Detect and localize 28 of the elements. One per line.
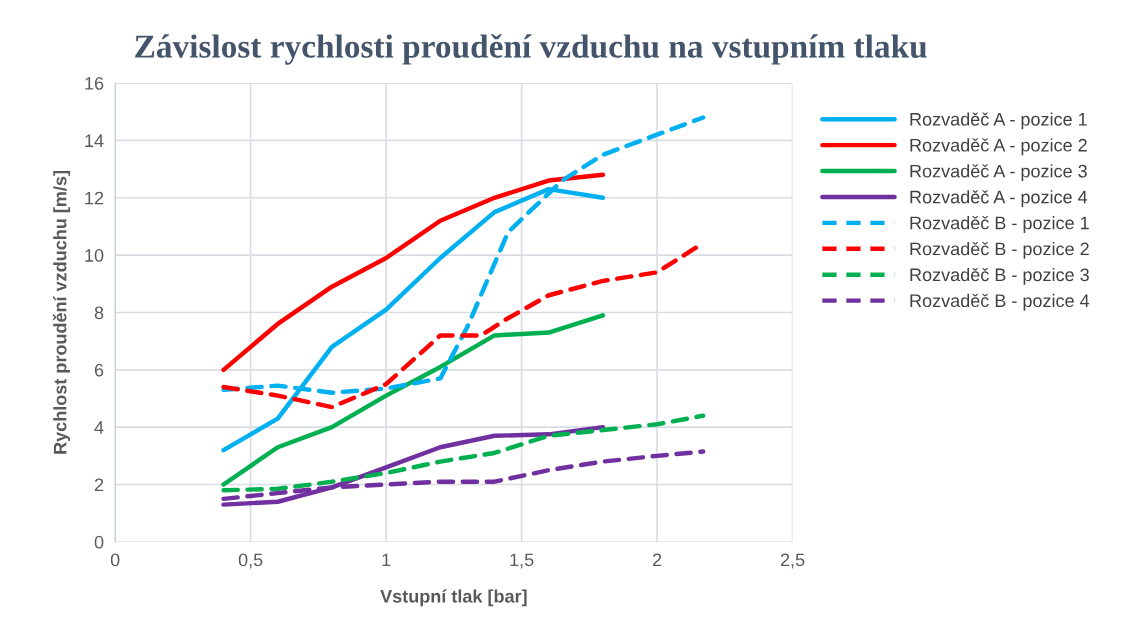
y-tick-label: 8	[94, 306, 104, 320]
legend-label: Rozvaděč A - pozice 3	[910, 164, 1087, 182]
x-tick-label: 2	[652, 553, 662, 567]
x-tick-label: 1	[382, 553, 391, 567]
y-tick-label: 16	[85, 77, 104, 90]
y-tick-label: 4	[94, 421, 104, 434]
y-tick-label: 14	[85, 134, 104, 147]
legend-label: Rozvaděč A - pozice 1	[910, 112, 1087, 130]
x-tick-label: 1,5	[510, 553, 534, 569]
line-series	[221, 244, 700, 410]
x-tick-label: 0	[110, 553, 120, 567]
chart-title: Závislost rychlosti proudění vzduchu na vstupním tlaku	[135, 34, 927, 65]
y-tick-label: 12	[85, 191, 104, 205]
legend-label: Rozvaděč B - pozice 2	[910, 241, 1089, 259]
y-axis-title: Rychlost proudění vzduchu [m/s]	[52, 171, 71, 454]
x-tick-label: 0,5	[238, 553, 263, 569]
legend-label: Rozvaděč B - pozice 3	[910, 267, 1089, 285]
legend-label: Rozvaděč A - pozice 2	[910, 138, 1087, 156]
line-series	[221, 172, 606, 373]
legend-label: Rozvaděč B - pozice 4	[910, 293, 1090, 311]
legend-label: Rozvaděč A - pozice 4	[910, 190, 1088, 208]
y-tick-label: 0	[94, 535, 104, 549]
x-axis-title: Vstupní tlak [bar]	[380, 589, 527, 607]
y-tick-label: 6	[94, 363, 104, 377]
legend-label: Rozvaděč B - pozice 1	[910, 216, 1089, 233]
x-tick-label: 2,5	[780, 553, 805, 569]
y-tick-label: 2	[94, 478, 104, 492]
y-tick-label: 10	[85, 249, 104, 262]
